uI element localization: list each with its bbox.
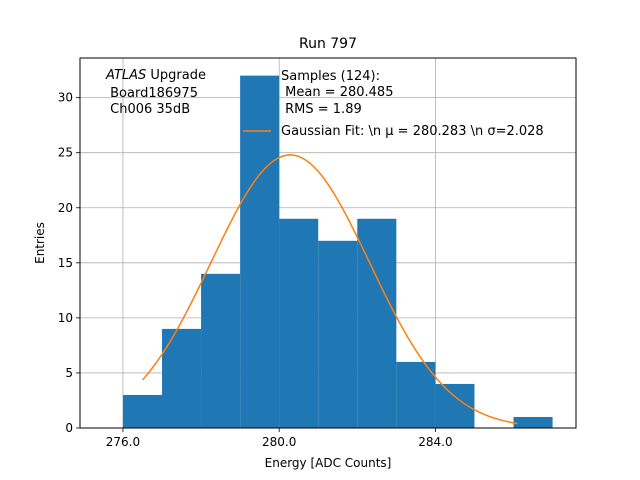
histogram-bar — [318, 240, 358, 428]
y-tick-label: 20 — [58, 201, 73, 215]
legend: Samples (124): Mean = 280.485 RMS = 1.89… — [243, 69, 544, 139]
histogram-bar — [201, 273, 241, 428]
histogram-bar — [513, 416, 553, 428]
y-axis-ticks: 0 5 10 15 20 25 30 — [58, 91, 80, 435]
y-tick-label: 10 — [58, 311, 73, 325]
atlas-label: ATLAS — [105, 68, 146, 83]
annotation-line-1: ATLAS Upgrade — [105, 68, 206, 83]
y-tick-label: 30 — [58, 91, 73, 105]
x-tick-label: 280.0 — [262, 435, 296, 449]
histogram-bar — [357, 218, 397, 428]
chart-title: Run 797 — [299, 36, 357, 52]
y-axis-label: Entries — [33, 222, 47, 264]
atlas-annotation: ATLAS Upgrade Board186975 Ch006 35dB — [105, 68, 206, 117]
x-tick-label: 284.0 — [418, 435, 452, 449]
annotation-channel: Ch006 35dB — [106, 102, 190, 117]
y-tick-label: 0 — [65, 421, 73, 435]
legend-samples-rms: RMS = 1.89 — [281, 102, 362, 117]
x-axis-label: Energy [ADC Counts] — [265, 456, 392, 470]
gaussian-fit-curve — [141, 154, 518, 425]
legend-samples-swatch — [243, 89, 271, 98]
histogram-bar — [279, 218, 319, 428]
legend-samples-title: Samples (124): — [281, 69, 380, 84]
legend-samples-mean: Mean = 280.485 — [281, 85, 393, 100]
plot-frame — [79, 57, 577, 429]
histogram-bar — [240, 75, 280, 428]
upgrade-label: Upgrade — [146, 68, 206, 83]
legend-fit-label: Gaussian Fit: \n μ = 280.283 \n σ=2.028 — [281, 124, 544, 139]
annotation-board: Board186975 — [106, 86, 198, 101]
x-axis-ticks: 276.0 280.0 284.0 — [106, 428, 453, 449]
y-tick-label: 5 — [65, 366, 73, 380]
x-tick-label: 276.0 — [106, 435, 140, 449]
histogram-bars — [122, 75, 553, 428]
histogram-bar — [396, 361, 436, 428]
y-tick-label: 15 — [58, 256, 73, 270]
y-tick-label: 25 — [58, 146, 73, 160]
histogram-bar — [122, 394, 163, 428]
